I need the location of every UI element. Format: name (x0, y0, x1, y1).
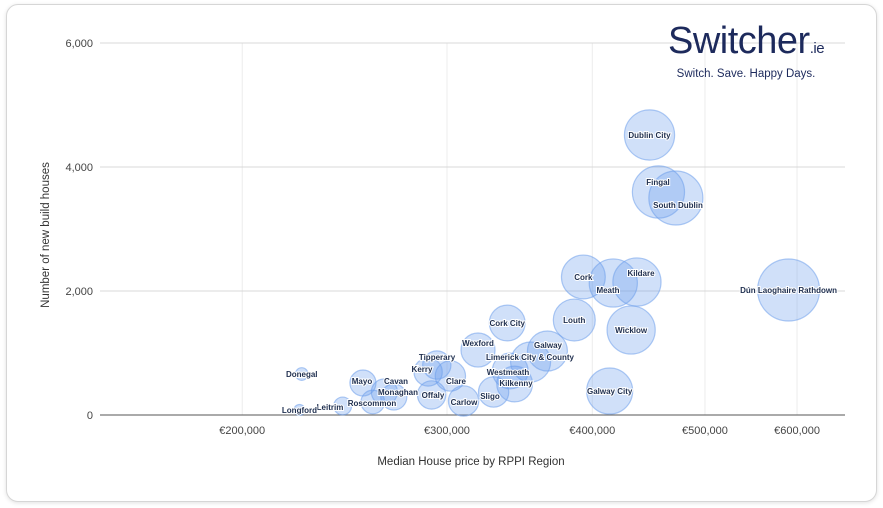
bubble-label: Dublin City (628, 131, 671, 140)
bubble (491, 352, 529, 390)
bubble-label: Cork (574, 273, 593, 282)
bubble-label: Offaly (422, 391, 445, 400)
bubble-label: Kildare (627, 269, 655, 278)
bubble (477, 376, 510, 408)
bubble (333, 396, 353, 416)
chart-card (6, 4, 877, 502)
x-tick-label: €400,000 (569, 425, 615, 437)
bubble-label: Monaghan (378, 388, 418, 397)
logo-suffix: .ie (809, 40, 825, 57)
bubble-label: Kerry (412, 365, 433, 374)
bubble-label: Meath (596, 286, 619, 295)
gridlines (100, 42, 845, 416)
logo-tagline: Switch. Save. Happy Days. (676, 68, 816, 80)
bubble (560, 254, 606, 300)
bubble-label: Carlow (451, 398, 478, 407)
bubble-labels: Dublin City Fingal South Dublin Dún Laoghai… (281, 130, 838, 416)
y-tick-label: 0 (87, 410, 93, 422)
bubble-label: Galway (534, 341, 563, 350)
bubble (447, 385, 480, 417)
bubble-label: Westmeath (487, 368, 530, 377)
bubble-label: Dún Laoghaire Rathdown (740, 286, 837, 295)
y-tick-label: 2,000 (65, 286, 93, 298)
bubble-label: Roscommon (348, 399, 397, 408)
bubble-label: Wicklow (615, 326, 648, 335)
bubble (496, 365, 534, 403)
bubble-label: Leitrim (317, 403, 344, 412)
bubble-label: Cavan (384, 377, 408, 386)
bubble-label: Kilkenny (499, 379, 533, 388)
bubble-label: Louth (563, 316, 585, 325)
x-tick-label: €600,000 (774, 425, 820, 437)
bubble-label: Longford (282, 406, 317, 415)
logo-word: Switcher (668, 20, 810, 62)
bubble-label: Fingal (646, 178, 670, 187)
bubble-label: Cork City (489, 319, 525, 328)
bubble-label: Sligo (480, 392, 500, 401)
bubble (488, 304, 526, 342)
switcher-logo: Switcher.ie Switch. Save. Happy Days. (668, 20, 825, 80)
bubble (509, 341, 552, 383)
bubble (606, 305, 656, 355)
bubble (612, 257, 662, 307)
x-axis-label: Median House price by RPPI Region (377, 456, 564, 468)
bubble (416, 380, 447, 410)
bubble (756, 258, 821, 322)
y-axis-label: Number of new build houses (40, 162, 52, 308)
axis-ticks: €200,000 €300,000 €400,000 €500,000 €600,000… (65, 38, 820, 437)
bubble-label: Galway City (587, 387, 633, 396)
x-tick-label: €200,000 (219, 425, 265, 437)
bubble-label: Donegal (286, 370, 318, 379)
x-tick-label: €300,000 (424, 425, 470, 437)
bubble-label: Limerick City & County (486, 353, 575, 362)
bubble-label: Tipperary (419, 353, 456, 362)
bubble (552, 298, 596, 342)
bubble (434, 360, 467, 392)
bubble (648, 170, 704, 226)
bubble-label: Mayo (352, 377, 373, 386)
bubble (294, 367, 309, 381)
bubble-label: Clare (446, 377, 467, 386)
bubble-label: South Dublin (653, 201, 703, 210)
bubble (586, 367, 634, 415)
bubble-label: Wexford (462, 339, 494, 348)
bubble (460, 332, 496, 368)
bubbles (293, 109, 821, 417)
x-tick-label: €500,000 (682, 425, 728, 437)
y-tick-label: 4,000 (65, 162, 93, 174)
y-tick-label: 6,000 (65, 38, 93, 50)
bubble (293, 403, 306, 417)
bubble (623, 109, 676, 161)
bubble (380, 383, 408, 411)
bubble (360, 389, 386, 415)
